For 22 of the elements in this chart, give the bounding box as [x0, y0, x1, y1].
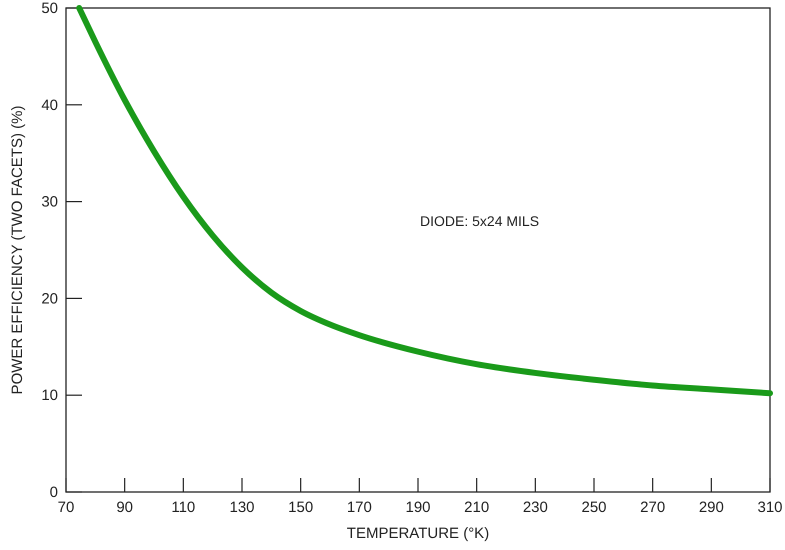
x-tick-label: 250	[581, 499, 607, 516]
x-tick-label: 270	[640, 499, 666, 516]
x-tick-label: 90	[116, 499, 134, 516]
y-tick-label: 40	[41, 96, 58, 114]
x-tick-label: 230	[522, 499, 548, 516]
y-tick-label: 30	[41, 194, 58, 211]
x-tick-label: 150	[288, 499, 314, 516]
y-tick-label: 20	[41, 290, 58, 308]
y-tick-label: 50	[41, 0, 58, 17]
x-tick-label: 170	[346, 499, 372, 516]
y-axis-title: POWER EFFICIENCY (TWO FACETS) (%)	[9, 106, 26, 394]
x-tick-label: 110	[171, 499, 196, 516]
y-tick-label: 10	[41, 387, 58, 404]
x-tick-label: 210	[464, 499, 490, 516]
x-tick-label: 290	[698, 499, 724, 516]
x-tick-label: 130	[229, 499, 255, 516]
annotation: DIODE: 5x24 MILS	[420, 213, 540, 229]
x-tick-label: 190	[405, 499, 431, 516]
x-tick-label: 310	[757, 499, 783, 516]
x-tick-label: 70	[58, 499, 74, 516]
y-tick-label: 0	[50, 484, 58, 501]
x-axis-title: TEMPERATURE (°K)	[346, 525, 490, 542]
